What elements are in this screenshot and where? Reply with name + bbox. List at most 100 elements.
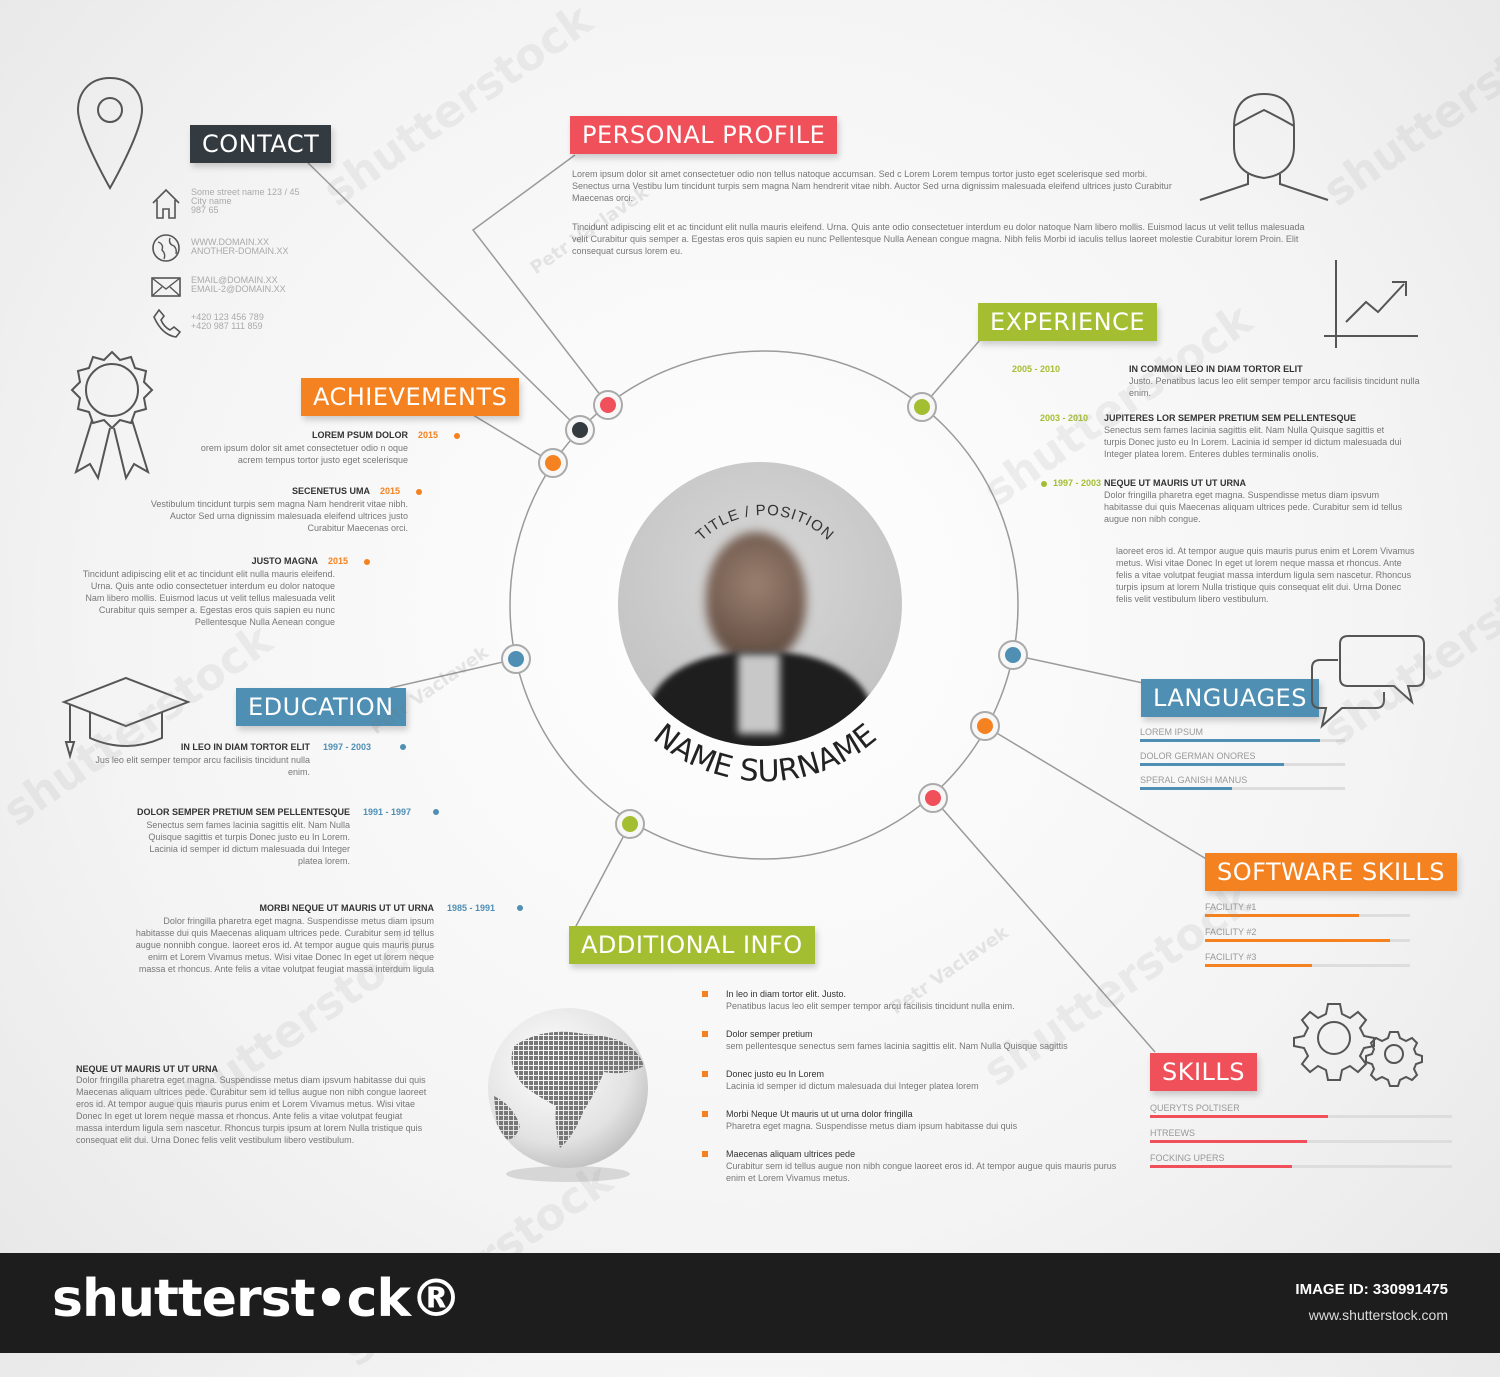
skill-bar-fill [1150, 1115, 1328, 1118]
timeline-node [501, 644, 531, 674]
house-icon [152, 188, 180, 219]
profile-photo [618, 462, 902, 746]
language-label: DOLOR GERMAN ONORES [1140, 751, 1256, 761]
language-bar [1140, 739, 1345, 742]
education-bullet [517, 905, 523, 911]
neque-heading: NEQUE UT MAURIS UT UT URNA [76, 1064, 218, 1074]
envelope-icon [151, 277, 181, 297]
web-link[interactable]: WWW.DOMAIN.XX [191, 237, 269, 247]
address-line: 987 65 [191, 205, 219, 215]
experience-extra: laoreet eros id. At tempor augue quis ma… [1116, 546, 1415, 604]
software-skill-bar [1205, 939, 1410, 942]
experience-label: EXPERIENCE [978, 303, 1158, 341]
achievements-label: ACHIEVEMENTS [301, 378, 520, 416]
experience-text: Senectus sem fames lacinia sagittis elit… [1104, 425, 1402, 459]
software-skill-bar-fill [1205, 939, 1390, 942]
timeline-node [538, 448, 568, 478]
achievement-heading: LOREM PSUM DOLOR [312, 430, 408, 440]
achievement-heading: SECENETUS UMA [291, 486, 370, 496]
center-text: TITLE / POSITION NAME SURNAME [647, 502, 883, 790]
experience-heading: JUPITERES LOR SEMPER PRETIUM SEM PELLENT… [1104, 413, 1357, 423]
education-text: Senectus sem fames lacinia sagittis elit… [146, 820, 350, 866]
web-link[interactable]: ANOTHER-DOMAIN.XX [191, 246, 289, 256]
experience-text: Justo. Penatibus lacus leo elit semper t… [1129, 376, 1420, 398]
neque-block: NEQUE UT MAURIS UT UT URNA Dolor fringil… [76, 1064, 428, 1146]
experience-years: 1997 - 2003 [1053, 478, 1102, 488]
achievement-heading: JUSTO MAGNA [251, 556, 318, 566]
brand-logo[interactable]: shutterst•ck® [52, 1269, 462, 1329]
person-name: NAME SURNAME [647, 717, 883, 789]
additional-text: sem pellentesque senectus sem fames laci… [726, 1041, 1068, 1051]
additional-bullet [702, 991, 708, 997]
timeline-node-dot [508, 651, 524, 667]
globe-icon [488, 1008, 648, 1182]
language-bar [1140, 787, 1345, 790]
email-link[interactable]: EMAIL-2@DOMAIN.XX [191, 284, 286, 294]
neque-text: Dolor fringilla pharetra eget magna. Sus… [76, 1075, 427, 1145]
address-line: City name [191, 196, 232, 206]
footer-bar: shutterst•ck® IMAGE ID: 330991475 www.sh… [0, 1253, 1500, 1353]
experience-heading: NEQUE UT MAURIS UT UT URNA [1104, 478, 1246, 488]
language-bar [1140, 763, 1345, 766]
timeline-node-dot [600, 397, 616, 413]
experience-years: 2003 - 2010 [1040, 413, 1089, 423]
skill-label: FOCKING UPERS [1150, 1153, 1225, 1163]
additional-info-label: ADDITIONAL INFO [569, 926, 815, 964]
achievement-year: 2015 [418, 430, 439, 440]
software-skill-label: FACILITY #2 [1205, 927, 1257, 937]
profile-text-1: Lorem ipsum dolor sit amet consectetuer … [572, 169, 1172, 203]
language-bar-fill [1140, 763, 1284, 766]
achievement-year: 2015 [328, 556, 349, 566]
education-bullet [433, 809, 439, 815]
additional-text: Pharetra eget magna. Suspendisse metus d… [726, 1121, 1018, 1131]
software-skills-label: SOFTWARE SKILLS [1205, 853, 1457, 891]
main-ring [509, 350, 1019, 860]
education-heading: MORBI NEQUE UT MAURIS UT UT URNA [259, 903, 435, 913]
timeline-node-dot [977, 718, 993, 734]
email-link[interactable]: EMAIL@DOMAIN.XX [191, 275, 278, 285]
additional-heading: Dolor semper pretium [726, 1029, 813, 1039]
additional-bullet [702, 1071, 708, 1077]
timeline-node-dot [622, 816, 638, 832]
skill-label: QUERYTS POLTISER [1150, 1103, 1240, 1113]
additional-bullet [702, 1111, 708, 1117]
achievement-text: Tincidunt adipiscing elit et ac tincidun… [82, 569, 335, 627]
timeline-node-dot [572, 422, 588, 438]
education-heading: IN LEO IN DIAM TORTOR ELIT [180, 742, 310, 752]
person-icon [1199, 92, 1329, 201]
software-skill-label: FACILITY #3 [1205, 952, 1257, 962]
languages-label: LANGUAGES [1141, 679, 1319, 717]
speech-bubbles-icon [1311, 635, 1425, 729]
software-skill-bar [1205, 964, 1410, 967]
timeline-node [970, 711, 1000, 741]
experience-heading: IN COMMON LEO IN DIAM TORTOR ELIT [1129, 364, 1303, 374]
additional-text: Lacinia id semper id dictum malesuada du… [726, 1081, 979, 1091]
achievement-text: Vestibulum tincidunt turpis sem magna Na… [150, 499, 408, 533]
additional-bullet [702, 1151, 708, 1157]
skill-bar [1150, 1140, 1452, 1143]
position-title: TITLE / POSITION [693, 502, 838, 544]
education-bullet [400, 744, 406, 750]
achievement-bullet [364, 559, 370, 565]
additional-bullet [702, 1031, 708, 1037]
additional-heading: Maecenas aliquam ultrices pede [726, 1149, 856, 1159]
timeline-node-dot [545, 455, 561, 471]
site-link[interactable]: www.shutterstock.com [1308, 1307, 1448, 1323]
achievement-bullet [416, 489, 422, 495]
language-label: SPERAL GANISH MANUS [1140, 775, 1248, 785]
phone-number: +420 123 456 789 [191, 312, 264, 322]
experience-bullet [1041, 481, 1047, 487]
award-rosette-icon [70, 350, 154, 481]
additional-text: Penatibus lacus leo elit semper tempor a… [726, 1001, 1015, 1011]
timeline-node-dot [914, 399, 930, 415]
achievement-year: 2015 [380, 486, 401, 496]
phone-icon [153, 308, 182, 338]
additional-text: Curabitur sem id tellus augue non nibh c… [726, 1161, 1117, 1183]
skill-bar [1150, 1115, 1452, 1118]
language-label: LOREM IPSUM [1140, 727, 1204, 737]
education-text: Jus leo elit semper tempor arcu facilisi… [95, 755, 310, 777]
globe-small-icon [152, 234, 180, 262]
location-pin-icon [76, 76, 144, 191]
image-id: IMAGE ID: 330991475 [1295, 1281, 1448, 1298]
experience-text: Dolor fringilla pharetra eget magna. Sus… [1104, 490, 1403, 524]
